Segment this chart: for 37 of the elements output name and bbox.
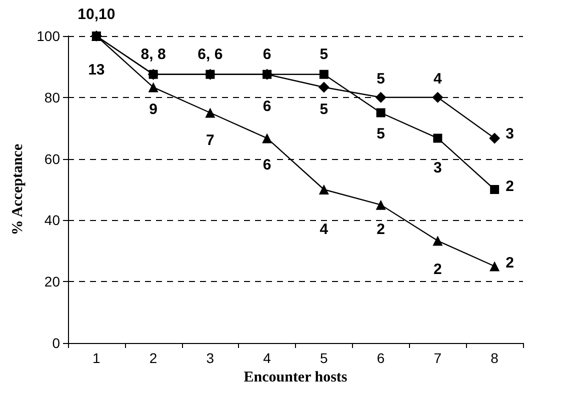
annotation: 3	[506, 126, 514, 143]
y-axis-title: % Acceptance	[10, 144, 26, 236]
annotation: 5	[376, 126, 385, 143]
y-tick-label: 20	[44, 274, 60, 290]
x-tick-label: 3	[206, 350, 214, 366]
annotation: 5	[320, 101, 328, 118]
annotation: 2	[434, 260, 442, 278]
annotation: 2	[506, 178, 514, 195]
annotation: 3	[434, 160, 442, 177]
x-tick-label: 8	[490, 350, 499, 366]
annotation: 6	[262, 98, 272, 116]
y-tick-label: 100	[36, 28, 60, 44]
annotation: 2	[506, 254, 514, 272]
annotation: 9	[149, 101, 158, 118]
annotation: 2	[376, 220, 385, 238]
y-tick-label: 0	[52, 335, 60, 351]
annotation: 6	[262, 46, 272, 63]
y-tick-label: 80	[44, 89, 60, 106]
x-tick-label: 1	[92, 350, 101, 366]
x-tick-label: 2	[149, 350, 158, 366]
x-tick-label: 6	[376, 350, 385, 366]
annotation: 6, 6	[198, 46, 223, 63]
annotation: 4	[320, 220, 329, 238]
annotation: 7	[206, 132, 214, 149]
annotation: 13	[88, 61, 105, 78]
annotation: 5	[320, 46, 328, 63]
text: 10,10	[78, 6, 116, 24]
x-tick-label: 4	[263, 350, 272, 366]
annotation: 4	[434, 70, 443, 88]
annotation: 8, 8	[140, 46, 166, 63]
y-tick-label: 60	[44, 150, 60, 167]
annotation: 6	[262, 156, 272, 174]
y-tick-label: 40	[44, 212, 60, 228]
x-tick-label: 5	[320, 350, 328, 366]
x-tick-label: 7	[434, 350, 442, 366]
annotation: 5	[376, 70, 385, 88]
x-axis-title: Encounter hosts	[244, 369, 348, 386]
